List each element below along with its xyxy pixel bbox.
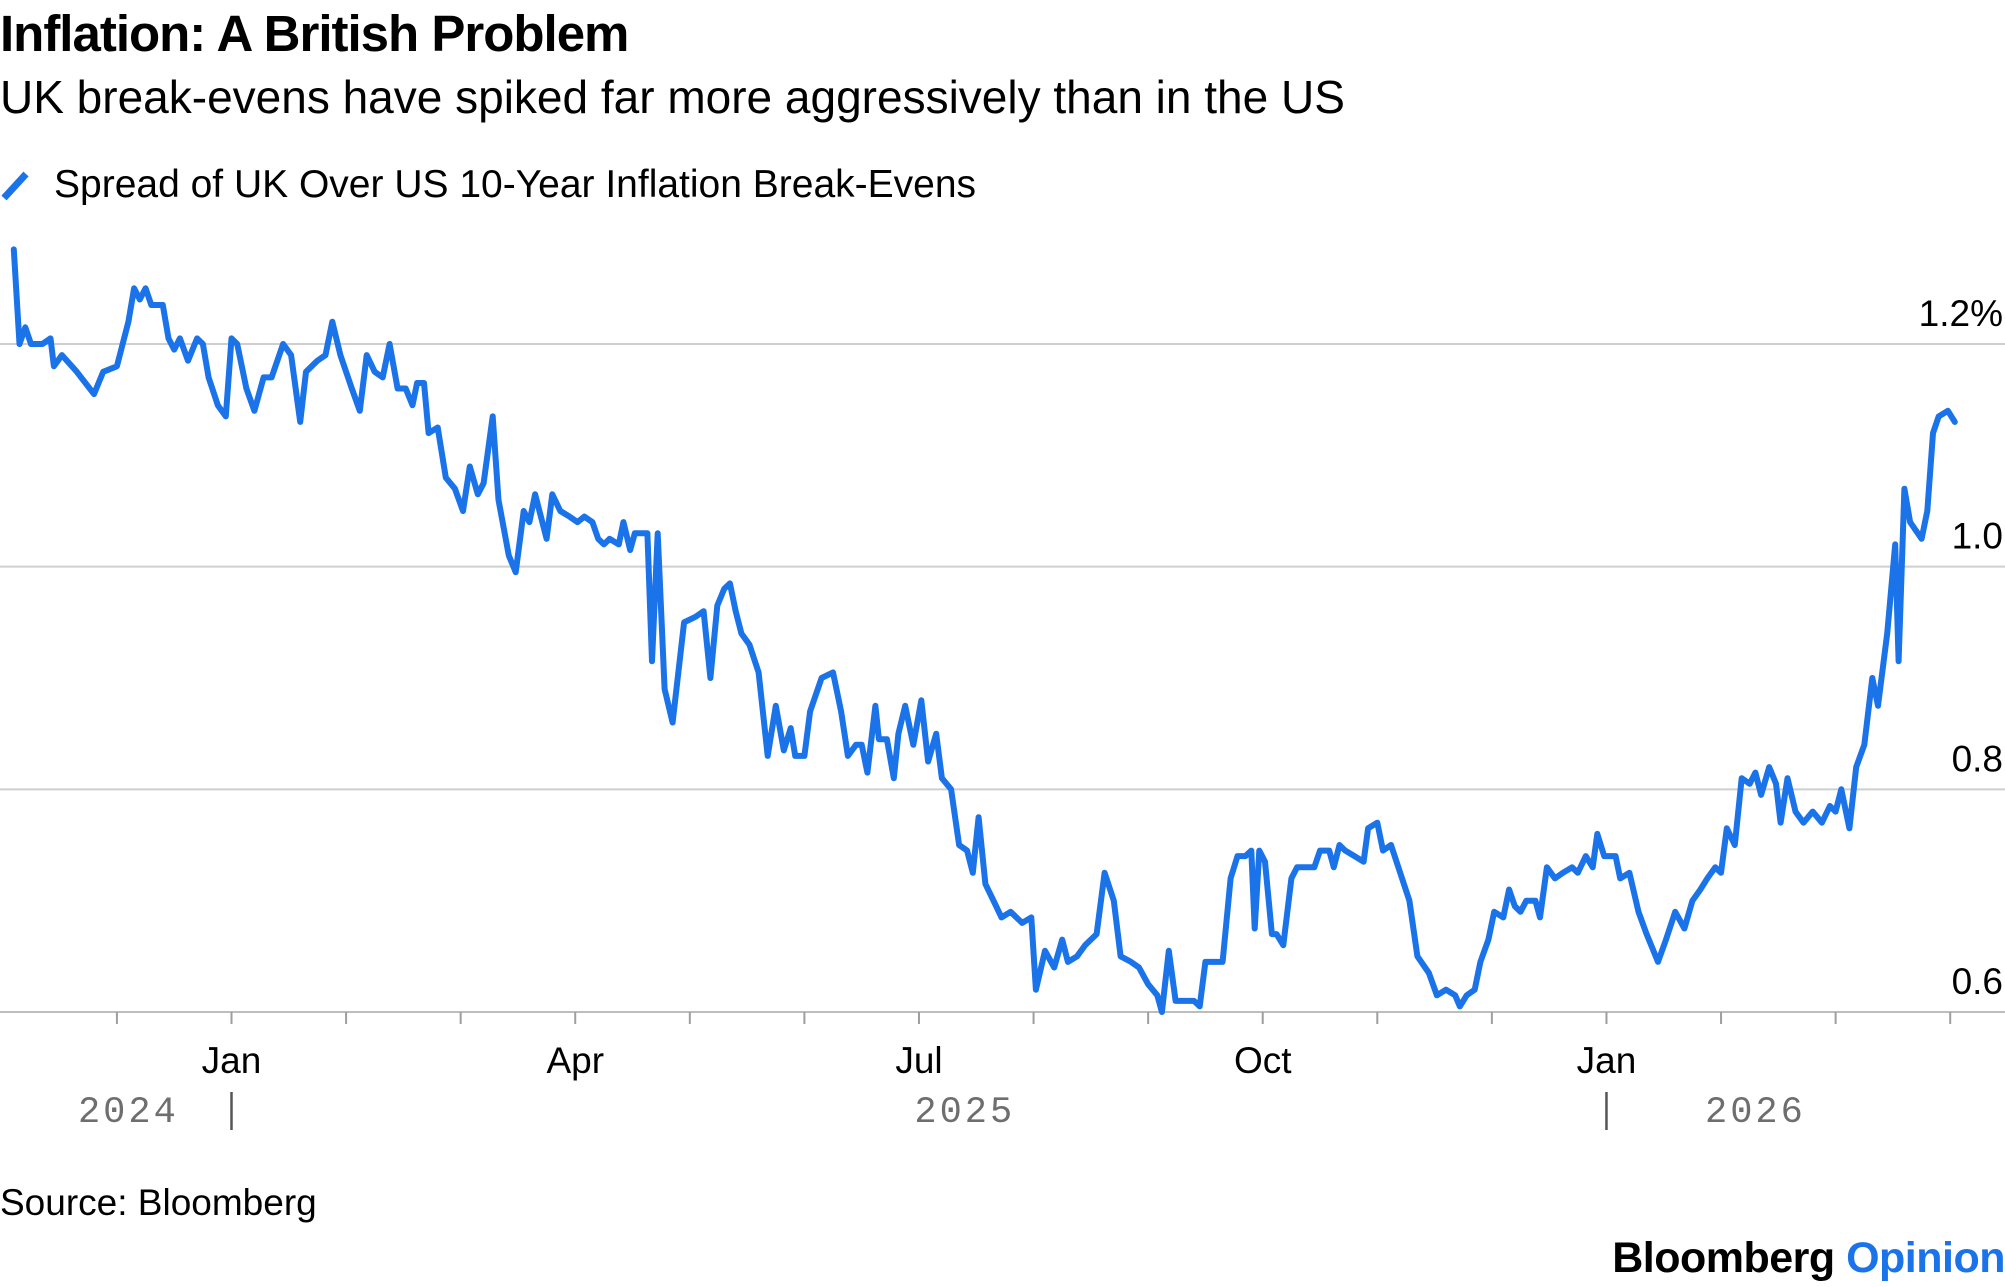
x-month-label: Jan [1577, 1040, 1637, 1081]
brand-logo: Bloomberg Opinion [1612, 1234, 2005, 1283]
x-month-label: Oct [1234, 1040, 1292, 1081]
y-tick-label: 0.6 [1952, 961, 2003, 1002]
brand-suffix: Opinion [1846, 1234, 2005, 1282]
chart-subtitle: UK break-evens have spiked far more aggr… [0, 71, 1345, 123]
x-year-label: 2024 [78, 1092, 179, 1134]
y-tick-label: 1.0 [1952, 516, 2003, 557]
y-tick-label: 0.8 [1952, 738, 2003, 779]
x-month-label: Apr [546, 1040, 604, 1081]
brand-name: Bloomberg [1612, 1234, 1835, 1282]
x-month-label: Jul [895, 1040, 942, 1081]
legend-label: Spread of UK Over US 10-Year Inflation B… [54, 163, 977, 206]
x-month-label: Jan [202, 1040, 262, 1081]
source-note: Source: Bloomberg [0, 1182, 317, 1223]
y-tick-label: 1.2% [1919, 293, 2003, 334]
legend: Spread of UK Over US 10-Year Inflation B… [0, 160, 976, 210]
series-line-0 [10, 246, 1958, 1015]
legend-swatch-icon [1, 171, 29, 201]
x-year-label: 2026 [1705, 1092, 1806, 1134]
x-year-label: 2025 [914, 1092, 1015, 1134]
chart-title: Inflation: A British Problem [0, 5, 629, 62]
